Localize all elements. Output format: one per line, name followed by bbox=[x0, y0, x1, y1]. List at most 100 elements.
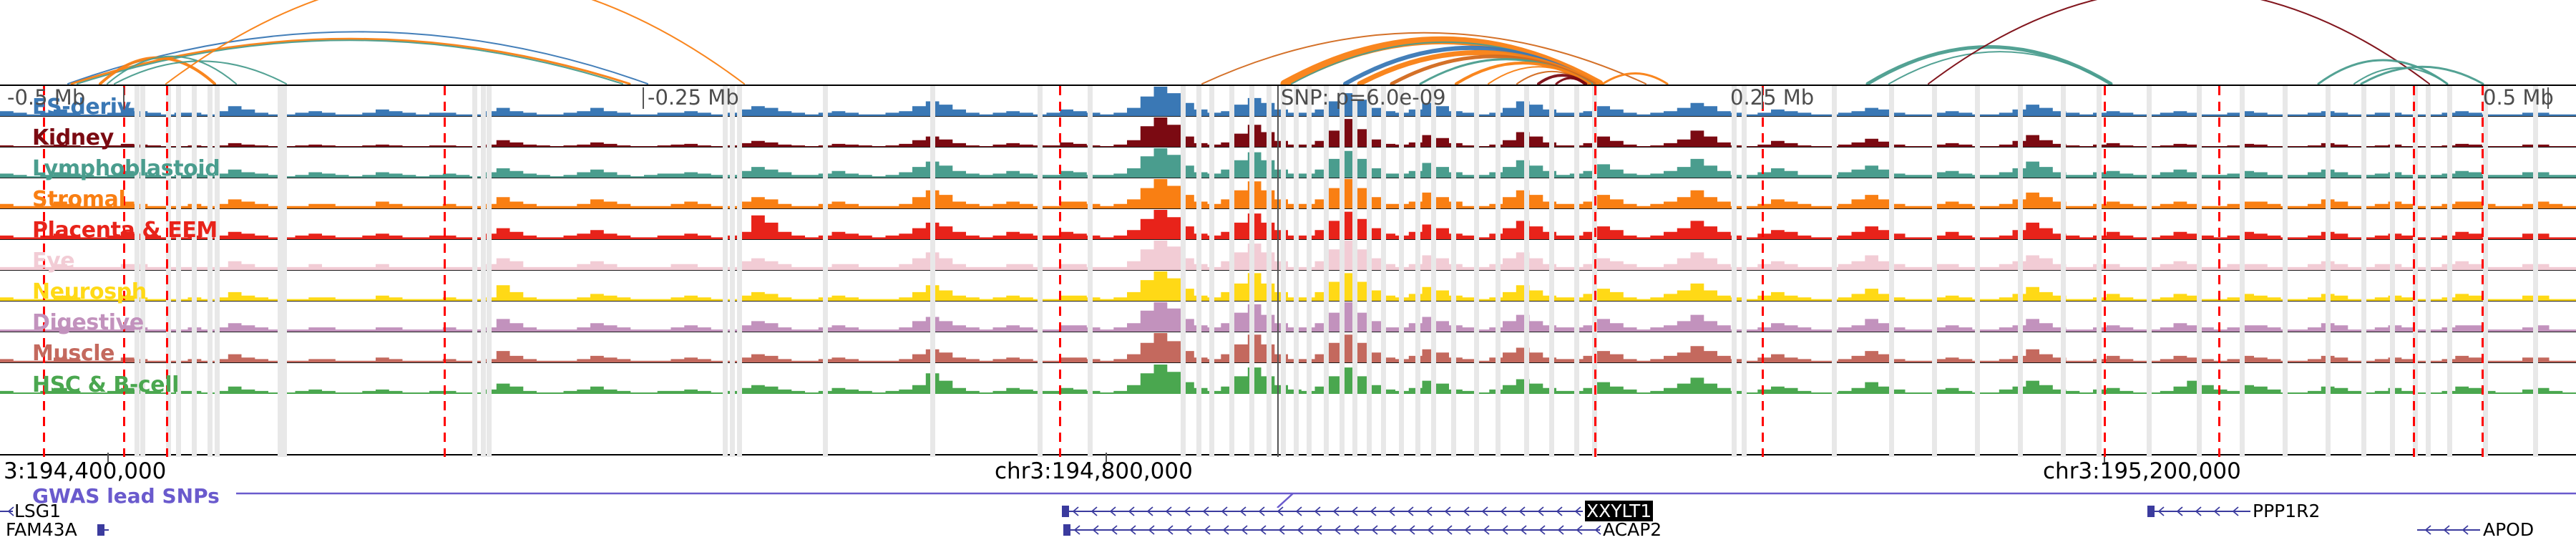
signal-area bbox=[0, 333, 2576, 362]
strand-arrow-icon bbox=[1407, 506, 1414, 516]
strand-arrow-icon bbox=[1111, 525, 1118, 535]
loop-arc bbox=[1555, 77, 1586, 85]
gene-exon-block bbox=[2147, 506, 2155, 517]
strand-arrow-icon bbox=[2195, 506, 2202, 516]
strand-arrow-icon bbox=[1184, 506, 1191, 516]
strand-arrow-icon bbox=[1146, 506, 1153, 516]
strand-arrow-icon bbox=[2157, 506, 2165, 516]
track-label-digestive: Digestive bbox=[32, 310, 144, 335]
strand-arrow-icon bbox=[1091, 506, 1098, 516]
strand-arrow-icon bbox=[1500, 506, 1507, 516]
strand-arrow-icon bbox=[1241, 525, 1248, 535]
track-label-placenta-eem: Placenta & EEM bbox=[32, 218, 218, 243]
strand-arrow-icon bbox=[2462, 525, 2469, 535]
loop-arc bbox=[1928, 0, 2430, 85]
strand-arrow-icon bbox=[1556, 506, 1563, 516]
track-label-stromal: Stromal bbox=[32, 187, 126, 212]
signal-track-eye: Eye bbox=[0, 240, 2576, 274]
ruler-tick-label: 0.25 Mb bbox=[1730, 85, 1815, 110]
signal-area bbox=[0, 210, 2576, 239]
gene-label[interactable]: APOD bbox=[2483, 519, 2534, 540]
signal-area bbox=[0, 148, 2576, 178]
ruler-tick bbox=[123, 87, 125, 109]
strand-arrow-icon bbox=[2232, 506, 2239, 516]
signal-track-hsc-b-cell: HSC & B-cell bbox=[0, 363, 2576, 397]
signal-area bbox=[0, 365, 2576, 394]
gene-svg bbox=[0, 506, 2480, 536]
strand-arrow-icon bbox=[2424, 525, 2431, 535]
signal-area bbox=[0, 179, 2576, 208]
axis-coordinate-label: chr3:195,200,000 bbox=[2043, 458, 2241, 484]
strand-arrow-icon bbox=[1594, 525, 1601, 535]
signal-area bbox=[0, 87, 2576, 116]
signal-track-lymphoblastoid: Lymphoblastoid bbox=[0, 148, 2576, 180]
strand-arrow-icon bbox=[1574, 506, 1581, 516]
loop-arc bbox=[2360, 65, 2484, 85]
axis-tick bbox=[2104, 453, 2105, 463]
strand-arrow-icon bbox=[1371, 525, 1378, 535]
track-label-muscle: Muscle bbox=[32, 341, 115, 366]
strand-arrow-icon bbox=[2213, 506, 2220, 516]
strand-arrow-icon bbox=[1481, 506, 1488, 516]
strand-arrow-icon bbox=[1425, 506, 1433, 516]
strand-arrow-icon bbox=[1185, 525, 1192, 535]
track-label-es-deriv: ES-deriv bbox=[32, 95, 131, 120]
signal-track-digestive: Digestive bbox=[0, 302, 2576, 335]
signal-track-neurosph: Neurosph bbox=[0, 271, 2576, 303]
loop-arc bbox=[1601, 72, 1669, 85]
signal-track-es-deriv: ES-deriv bbox=[0, 86, 2576, 120]
gene-label[interactable]: PPP1R2 bbox=[2253, 501, 2321, 521]
gene-label[interactable]: FAM43A bbox=[6, 519, 77, 540]
gene-label[interactable]: LSG1 bbox=[14, 501, 62, 521]
strand-arrow-icon bbox=[1239, 506, 1246, 516]
distance-ruler: -0.5 Mb -0.25 Mb 0.25 Mb 0.5 Mb SNP: p=6.0e-… bbox=[0, 85, 2576, 110]
strand-arrow-icon bbox=[1092, 525, 1099, 535]
track-label-hsc-bcell: HSC & B-cell bbox=[32, 372, 179, 397]
strand-arrow-icon bbox=[1128, 506, 1135, 516]
strand-arrow-icon bbox=[1297, 525, 1304, 535]
strand-arrow-icon bbox=[1390, 525, 1397, 535]
axis-coordinate-label: chr3:194,800,000 bbox=[995, 458, 1193, 484]
signal-track-placenta-eem: Placenta & EEM bbox=[0, 209, 2576, 243]
strand-arrow-icon bbox=[1259, 525, 1267, 535]
strand-arrow-icon bbox=[7, 506, 14, 516]
strand-arrow-icon bbox=[1277, 506, 1284, 516]
strand-arrow-icon bbox=[1538, 525, 1546, 535]
loop-arc bbox=[1888, 51, 2112, 85]
strand-arrow-icon bbox=[1148, 525, 1155, 535]
arc-svg bbox=[67, 0, 2484, 85]
strand-arrow-icon bbox=[1258, 506, 1265, 516]
ruler-tick-label: -0.5 Mb bbox=[7, 85, 86, 110]
strand-arrow-icon bbox=[1370, 506, 1377, 516]
strand-arrow-icon bbox=[1483, 525, 1490, 535]
signal-area bbox=[0, 302, 2576, 332]
strand-arrow-icon bbox=[1557, 525, 1564, 535]
strand-arrow-icon bbox=[1072, 506, 1079, 516]
coordinate-axis: 3:194,400,000 chr3:194,800,000 chr3:195,20… bbox=[0, 453, 2576, 490]
loop-arc bbox=[107, 55, 237, 85]
strand-arrow-icon bbox=[2443, 525, 2450, 535]
strand-arrow-icon bbox=[1222, 525, 1229, 535]
axis-tick bbox=[1106, 453, 1107, 463]
axis-coordinate-label: 3:194,400,000 bbox=[4, 458, 167, 484]
gene-label[interactable]: XXYLT1 bbox=[1585, 501, 1654, 521]
loop-arc bbox=[1201, 32, 1646, 85]
signal-track-kidney: Kidney bbox=[0, 117, 2576, 149]
strand-arrow-icon bbox=[1537, 506, 1544, 516]
gene-label[interactable]: ACAP2 bbox=[1603, 519, 1662, 540]
axis-tick bbox=[107, 453, 109, 463]
loop-arc bbox=[77, 39, 623, 85]
loop-arc bbox=[70, 37, 631, 85]
gwas-svg bbox=[236, 492, 2576, 508]
track-label-eye: Eye bbox=[32, 249, 75, 274]
strand-arrow-icon bbox=[1501, 525, 1508, 535]
signal-track-stromal: Stromal bbox=[0, 178, 2576, 212]
loop-arc bbox=[165, 0, 745, 85]
loop-arc bbox=[114, 60, 287, 85]
strand-arrow-icon bbox=[1073, 525, 1080, 535]
strand-arrow-icon bbox=[1388, 506, 1395, 516]
strand-arrow-icon bbox=[1408, 525, 1415, 535]
gwas-lead-snps-track: GWAS lead SNPs bbox=[0, 484, 2576, 508]
strand-arrow-icon bbox=[1334, 525, 1341, 535]
